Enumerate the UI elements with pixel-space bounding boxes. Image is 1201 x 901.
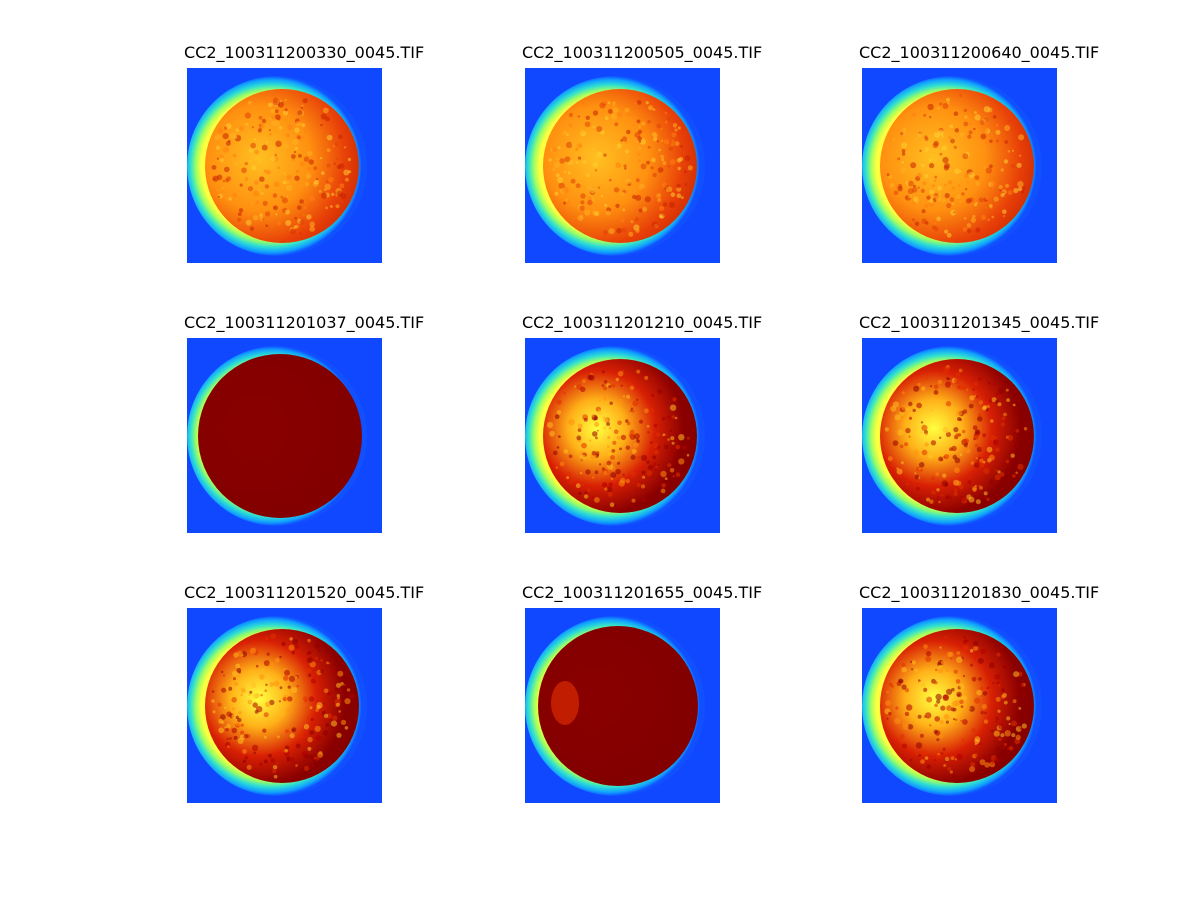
panel-title: CC2_100311201830_0045.TIF bbox=[859, 583, 1100, 602]
panel-title: CC2_100311200330_0045.TIF bbox=[184, 43, 425, 62]
thermal-disc-image bbox=[862, 338, 1057, 533]
thermal-disc-image bbox=[187, 68, 382, 263]
panel-title: CC2_100311201655_0045.TIF bbox=[522, 583, 763, 602]
thermal-disc-image bbox=[862, 608, 1057, 803]
panel-title: CC2_100311201210_0045.TIF bbox=[522, 313, 763, 332]
panel-title: CC2_100311201345_0045.TIF bbox=[859, 313, 1100, 332]
panel-title: CC2_100311200505_0045.TIF bbox=[522, 43, 763, 62]
thermal-disc-image bbox=[187, 338, 382, 533]
panel-title: CC2_100311201037_0045.TIF bbox=[184, 313, 425, 332]
thermal-disc-image bbox=[525, 68, 720, 263]
thermal-disc-image bbox=[187, 608, 382, 803]
thermal-disc-image bbox=[862, 68, 1057, 263]
panel-title: CC2_100311201520_0045.TIF bbox=[184, 583, 425, 602]
panel-title: CC2_100311200640_0045.TIF bbox=[859, 43, 1100, 62]
thermal-disc-image bbox=[525, 608, 720, 803]
thermal-disc-image bbox=[525, 338, 720, 533]
